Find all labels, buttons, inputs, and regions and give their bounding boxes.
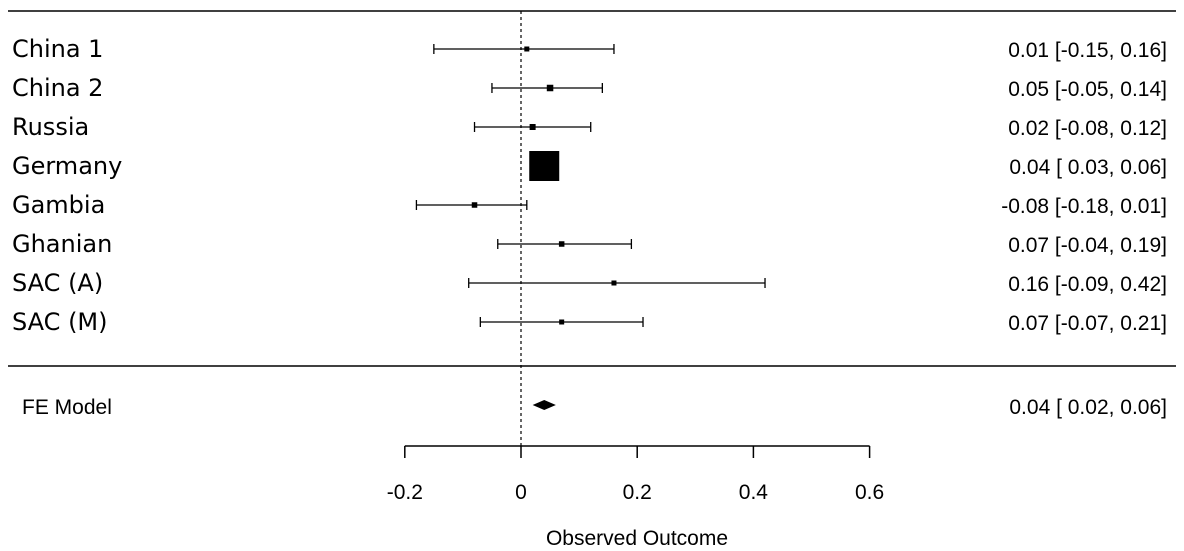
summary-ci-text: 0.04 [ 0.02, 0.06]: [1009, 396, 1167, 419]
study-label: China 1: [12, 35, 103, 63]
point-estimate: [559, 319, 565, 325]
study-label: Gambia: [12, 191, 105, 219]
study-label: Russia: [12, 113, 89, 141]
study-label: SAC (A): [12, 269, 103, 297]
point-estimate: [558, 241, 565, 247]
ci-text: 0.07 [-0.04, 0.19]: [1008, 234, 1167, 257]
point-estimate: [471, 202, 478, 208]
summary-row: FE Model 0.04 [ 0.02, 0.06]: [22, 396, 1167, 419]
study-label: SAC (M): [12, 308, 108, 336]
x-axis-title: Observed Outcome: [546, 527, 728, 550]
ci-text: 0.05 [-0.05, 0.14]: [1008, 78, 1167, 101]
study-row: SAC (M) 0.07 [-0.07, 0.21]: [12, 308, 1167, 336]
study-row: China 1 0.01 [-0.15, 0.16]: [12, 35, 1167, 63]
study-rows: China 1 0.01 [-0.15, 0.16] China 2 0.05 [-0…: [12, 35, 1167, 336]
study-row: Ghanian 0.07 [-0.04, 0.19]: [12, 230, 1167, 258]
study-row: China 2 0.05 [-0.05, 0.14]: [12, 74, 1167, 102]
ci-text: -0.08 [-0.18, 0.01]: [1001, 195, 1167, 218]
x-tick-label: 0.2: [623, 481, 652, 504]
study-row: Germany 0.04 [ 0.03, 0.06]: [12, 151, 1167, 181]
x-tick-label: 0.6: [855, 481, 884, 504]
ci-text: 0.07 [-0.07, 0.21]: [1008, 312, 1167, 335]
point-estimate: [529, 124, 536, 130]
ci-text: 0.04 [ 0.03, 0.06]: [1009, 156, 1167, 179]
ci-text: 0.02 [-0.08, 0.12]: [1008, 117, 1167, 140]
study-row: Gambia -0.08 [-0.18, 0.01]: [12, 191, 1167, 219]
x-axis: -0.2 0 0.2 0.4 0.6: [387, 445, 884, 504]
study-row: SAC (A) 0.16 [-0.09, 0.42]: [12, 269, 1167, 297]
point-estimate: [524, 46, 530, 52]
study-row: Russia 0.02 [-0.08, 0.12]: [12, 113, 1167, 141]
x-tick-label: 0: [515, 481, 527, 504]
study-label: China 2: [12, 74, 103, 102]
x-tick-label: 0.4: [739, 481, 769, 504]
point-estimate: [546, 84, 554, 92]
ci-text: 0.01 [-0.15, 0.16]: [1008, 39, 1167, 62]
summary-diamond: [532, 400, 556, 410]
study-label: Germany: [12, 152, 122, 180]
summary-label: FE Model: [22, 396, 112, 419]
study-label: Ghanian: [12, 230, 112, 258]
x-tick-label: -0.2: [387, 481, 423, 504]
point-estimate: [529, 151, 560, 181]
point-estimate: [611, 280, 617, 286]
ci-text: 0.16 [-0.09, 0.42]: [1008, 273, 1167, 296]
